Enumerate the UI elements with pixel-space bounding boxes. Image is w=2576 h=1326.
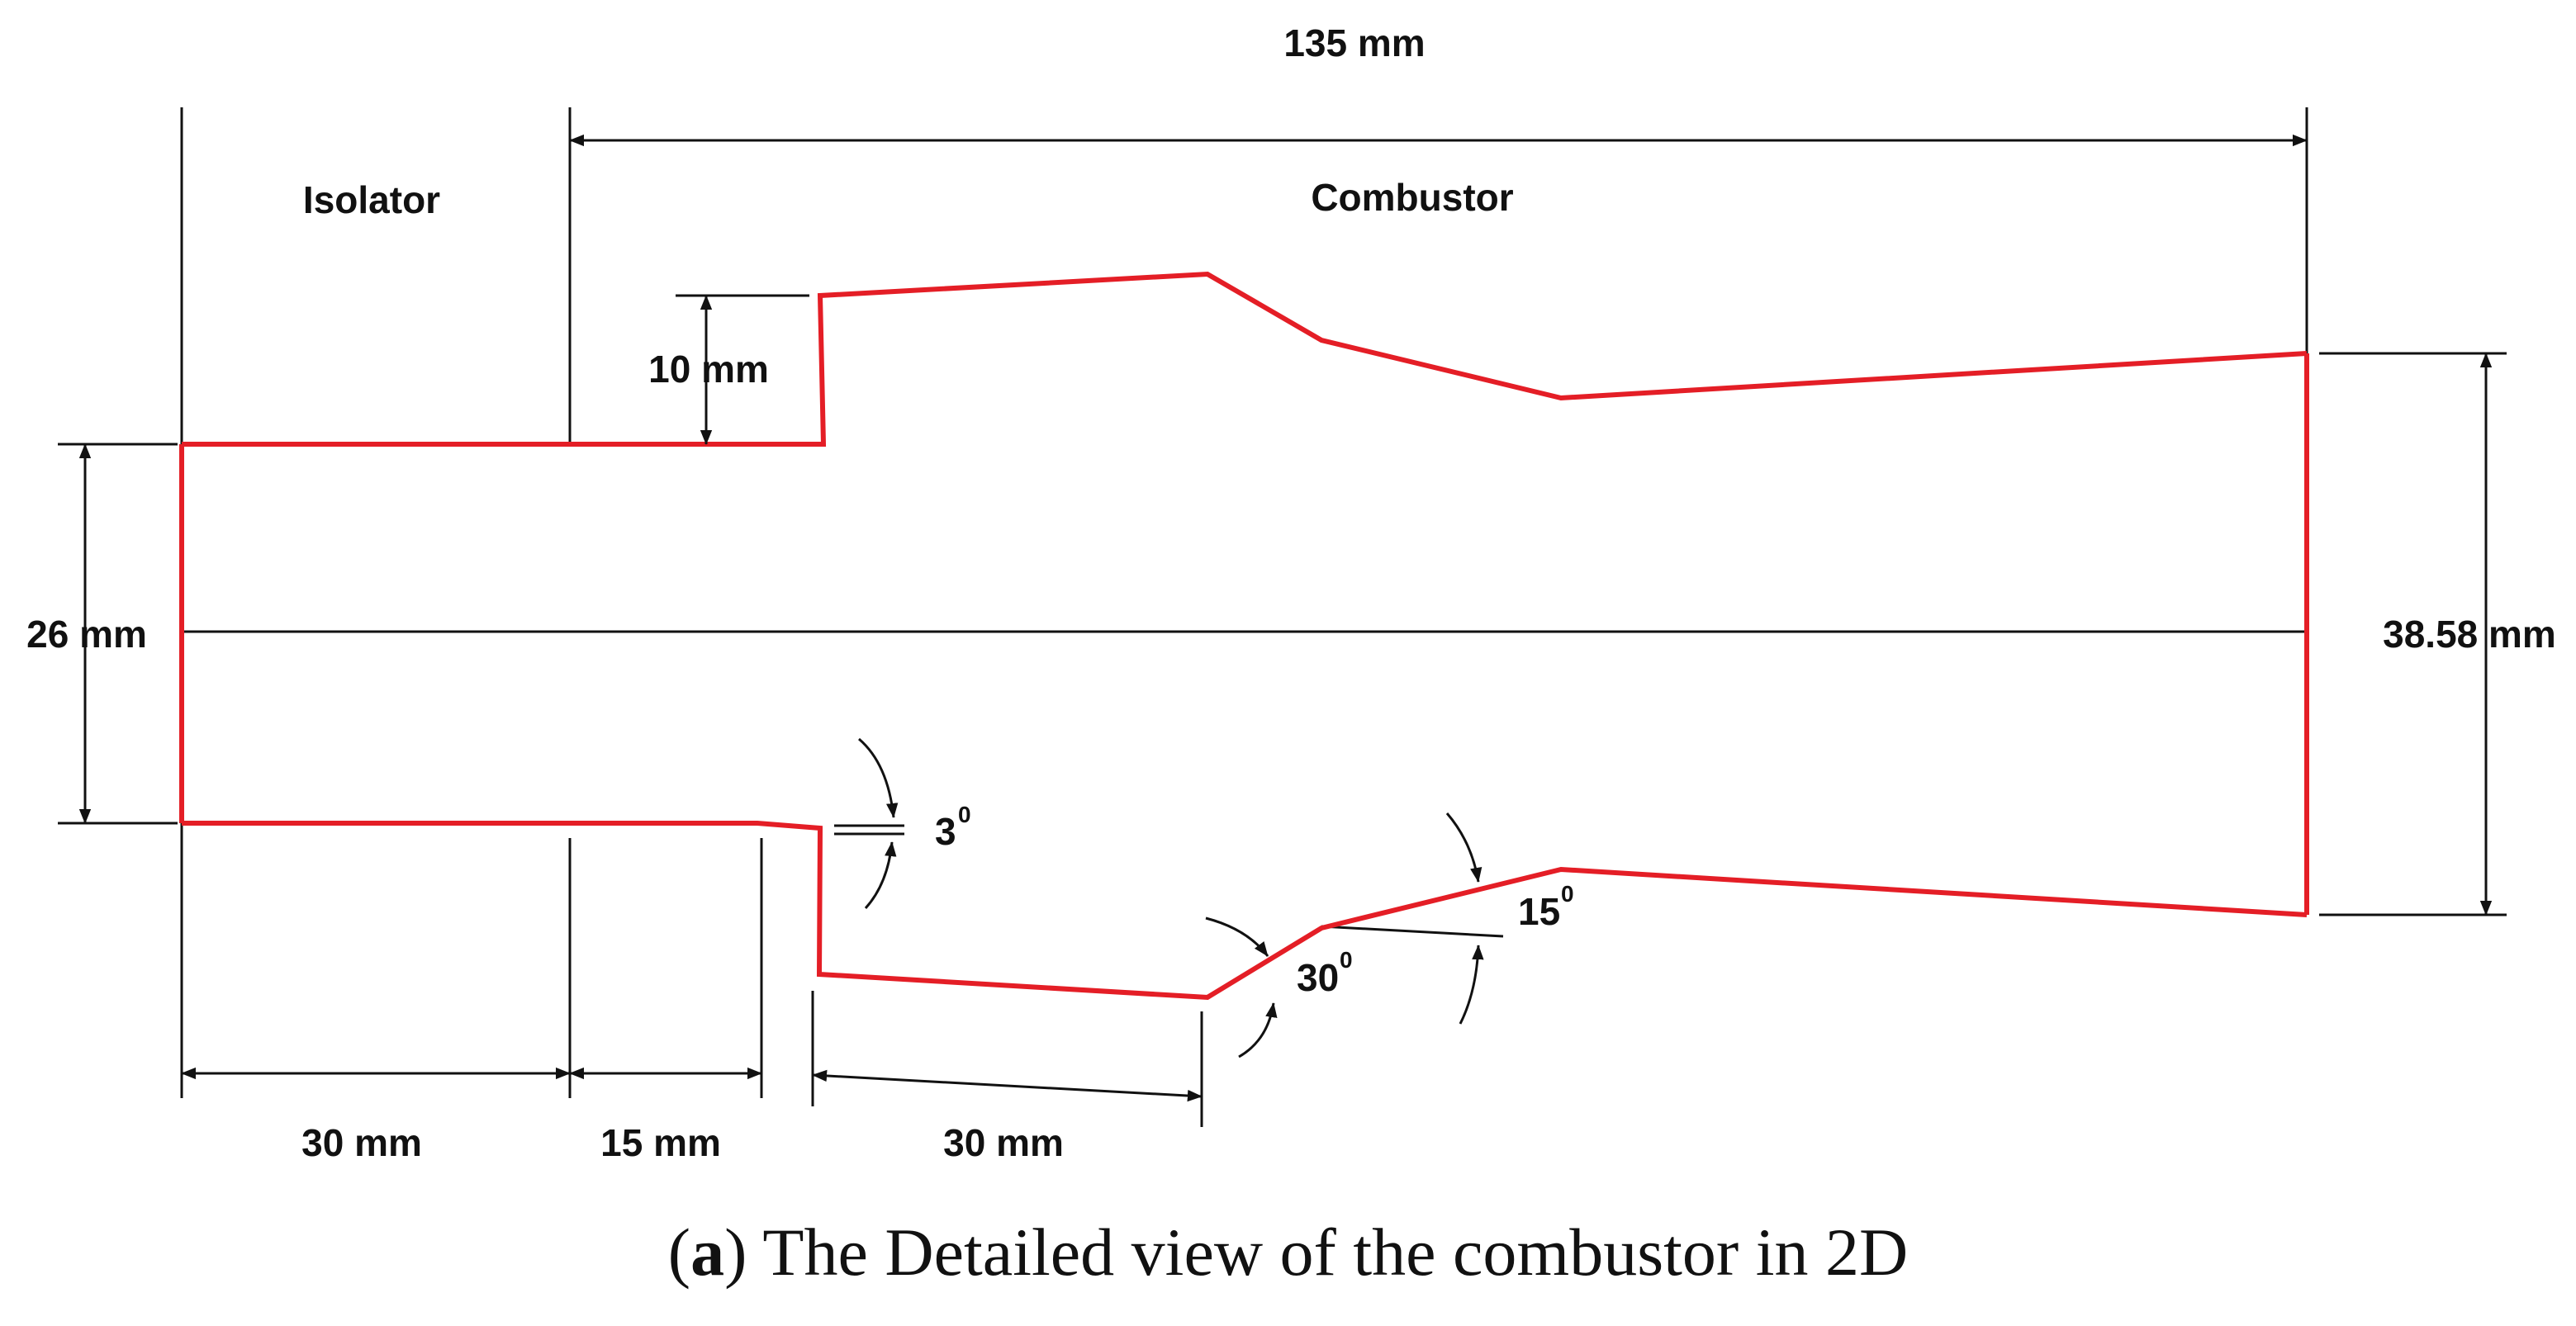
angle-30-arrow-top <box>1205 916 1269 957</box>
total-length-label: 135 mm <box>1283 21 1425 64</box>
extension-lines <box>58 107 2507 1127</box>
caption-close-paren: ) <box>724 1215 747 1290</box>
angle-15-label: 15 0 <box>1518 881 1574 933</box>
caption-panel-letter: a <box>690 1215 725 1290</box>
angle-3-label: 3 0 <box>935 802 971 853</box>
angle-15-ref <box>1321 925 1504 938</box>
dimension-arrows <box>78 134 2493 1102</box>
angle-30-degree: 0 <box>1340 947 1353 973</box>
inlet-height-label: 26 mm <box>26 613 147 656</box>
angle-30-arrow-bottom <box>1238 1002 1278 1058</box>
figure-caption: (a) The Detailed view of the combustor i… <box>0 1214 2576 1291</box>
angle-3-arrow-bottom <box>864 841 897 910</box>
angle-30-label: 30 0 <box>1297 947 1353 999</box>
caption-open-paren: ( <box>667 1215 691 1290</box>
mid-length-label: 15 mm <box>600 1121 721 1164</box>
combustor-label: Combustor <box>1311 176 1513 219</box>
angle-15-degree: 0 <box>1561 881 1574 907</box>
isolator-length-label: 30 mm <box>301 1121 422 1164</box>
combustor-walls <box>179 271 2309 1001</box>
lower-wall <box>182 821 2308 1001</box>
angle-3-degree: 0 <box>958 802 971 827</box>
step-height-label: 10 mm <box>648 348 769 391</box>
angle-15-value: 15 <box>1518 890 1560 933</box>
caption-text: The Detailed view of the combustor in 2D <box>747 1215 1909 1290</box>
angle-15-arrow-top <box>1445 812 1483 883</box>
angle-3-arrow-top <box>858 737 899 818</box>
cavity-length-arrow <box>812 1069 1203 1102</box>
angle-3-value: 3 <box>935 810 956 853</box>
angle-15-arrow-bottom <box>1459 945 1484 1025</box>
isolator-label: Isolator <box>303 178 440 221</box>
outlet-height-label: 38.58 mm <box>2383 613 2556 656</box>
cavity-length-label: 30 mm <box>943 1121 1064 1164</box>
upper-wall <box>182 271 2308 447</box>
angle-30-value: 30 <box>1297 956 1339 999</box>
